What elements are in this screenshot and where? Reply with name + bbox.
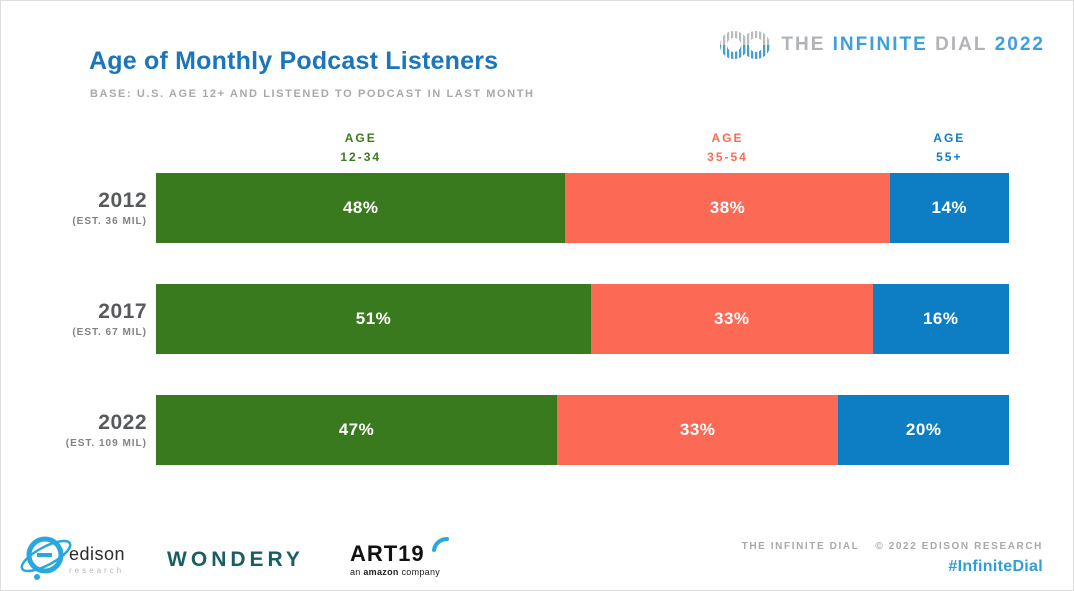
bar-segment-age-12-34: 48% [156, 173, 566, 243]
column-headers: AGE 12-34 AGE 35-54 AGE 55+ [156, 129, 1009, 169]
wondery-logo: WONDERY [167, 548, 304, 571]
edison-wordmark: edison research [69, 544, 125, 575]
credit-edison: © 2022 EDISON RESEARCH [875, 541, 1043, 552]
credit-infinite-dial: THE INFINITE DIAL [741, 541, 860, 552]
brand-dial: DIAL [935, 34, 988, 55]
bar-segment-age-12-34: 47% [156, 395, 557, 465]
segment-value-label: 51% [355, 309, 392, 328]
chart-row-2012: 2012 (EST. 36 MIL) 48% 38% 14% [1, 173, 1073, 243]
row-estimate-label: (EST. 109 MIL) [65, 437, 147, 449]
row-label: 2022 (EST. 109 MIL) [1, 395, 147, 465]
edison-orbit-icon [20, 536, 72, 580]
chart-rows: 2012 (EST. 36 MIL) 48% 38% 14% 2017 (EST. 67 M… [1, 173, 1073, 535]
infinite-dial-wordmark: THE INFINITE DIAL 2022 [781, 34, 1045, 56]
column-header-age-12-34: AGE 12-34 [340, 129, 381, 166]
column-header-line1: AGE [344, 131, 377, 145]
row-year-label: 2022 [98, 411, 147, 435]
art19-sub-post: company [398, 567, 441, 577]
art19-swoosh-icon [432, 536, 450, 552]
column-header-line1: AGE [933, 131, 966, 145]
column-header-age-55plus: AGE 55+ [933, 129, 965, 166]
segment-value-label: 48% [342, 198, 379, 217]
infinite-dial-brand: THE INFINITE DIAL 2022 [719, 27, 1045, 63]
bar-segment-age-35-54: 33% [556, 395, 839, 465]
row-label: 2012 (EST. 36 MIL) [1, 173, 147, 243]
segment-value-label: 14% [931, 198, 968, 217]
art19-logo: ART19 an amazon company [349, 536, 450, 577]
art19-sub-brand: amazon [363, 567, 399, 577]
segment-value-label: 33% [679, 420, 716, 439]
row-estimate-label: (EST. 36 MIL) [72, 215, 147, 227]
column-header-line1: AGE [711, 131, 744, 145]
credits: THE INFINITE DIAL © 2022 EDISON RESEARCH … [742, 541, 1043, 576]
segment-value-label: 38% [709, 198, 746, 217]
column-header-line2: 35-54 [707, 149, 748, 164]
column-header-age-35-54: AGE 35-54 [707, 129, 748, 166]
sponsor-logos: edison research WONDERY ART19 an amazon … [15, 525, 450, 587]
hashtag-infinitedial: #InfiniteDial [948, 558, 1043, 575]
stacked-bar: 47% 33% 20% [156, 395, 1009, 465]
art19-name: ART19 [349, 541, 425, 566]
brand-the: THE [781, 34, 826, 55]
base-note: BASE: U.S. AGE 12+ AND LISTENED TO PODCA… [90, 88, 535, 100]
segment-value-label: 33% [713, 309, 750, 328]
bar-segment-age-12-34: 51% [156, 284, 592, 354]
bar-segment-age-55plus: 14% [889, 173, 1009, 243]
credit-line: THE INFINITE DIAL © 2022 EDISON RESEARCH [742, 541, 1043, 552]
chart-row-2017: 2017 (EST. 67 MIL) 51% 33% 16% [1, 284, 1073, 354]
edison-research-logo: edison research [15, 525, 125, 587]
row-year-label: 2012 [98, 189, 147, 213]
bar-segment-age-35-54: 38% [565, 173, 890, 243]
row-estimate-label: (EST. 67 MIL) [72, 326, 147, 338]
stacked-bar: 51% 33% 16% [156, 284, 1009, 354]
art19-amazon-label: an amazon company [350, 567, 440, 577]
brand-infinite: INFINITE [832, 34, 928, 55]
bar-segment-age-55plus: 20% [838, 395, 1009, 465]
segment-value-label: 16% [922, 309, 959, 328]
bar-segment-age-55plus: 16% [872, 284, 1009, 354]
stacked-bar: 48% 38% 14% [156, 173, 1009, 243]
chart-row-2022: 2022 (EST. 109 MIL) 47% 33% 20% [1, 395, 1073, 465]
column-header-line2: 55+ [936, 149, 963, 164]
bar-segment-age-35-54: 33% [591, 284, 873, 354]
page-title: Age of Monthly Podcast Listeners [89, 47, 499, 75]
infinite-dial-logo-icon [720, 31, 771, 59]
segment-value-label: 47% [338, 420, 375, 439]
art19-sub-pre: an [349, 567, 364, 577]
brand-year: 2022 [994, 34, 1045, 55]
segment-value-label: 20% [905, 420, 942, 439]
row-label: 2017 (EST. 67 MIL) [1, 284, 147, 354]
column-header-line2: 12-34 [340, 149, 382, 164]
edison-name: edison [69, 543, 126, 564]
row-year-label: 2017 [98, 300, 147, 324]
edison-research-label: research [69, 565, 125, 575]
